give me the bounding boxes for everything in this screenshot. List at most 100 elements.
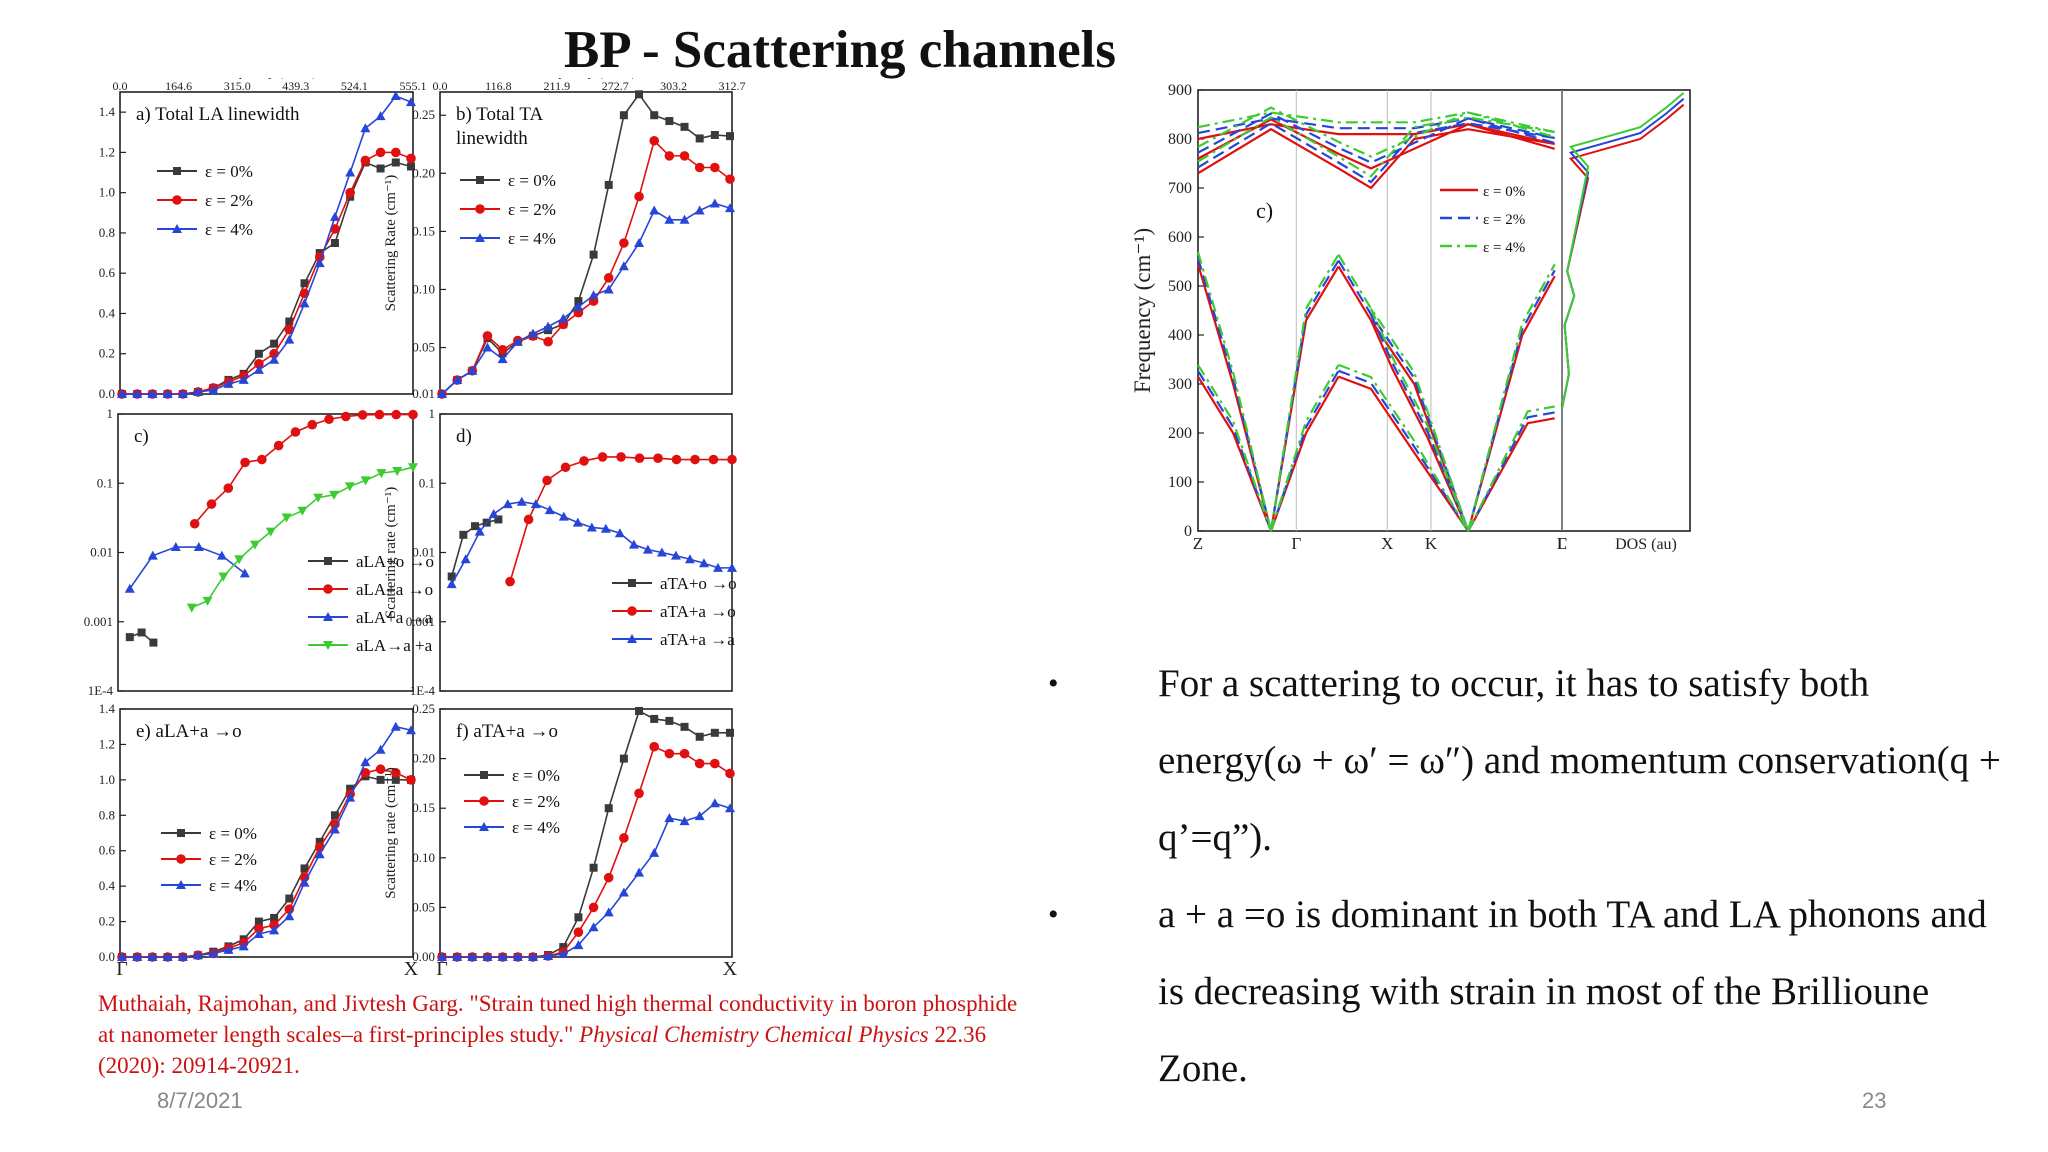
plot-frame bbox=[119, 91, 414, 395]
legend-label: ε = 0% bbox=[205, 162, 253, 181]
data-point bbox=[619, 754, 628, 763]
data-point bbox=[543, 951, 554, 961]
data-point bbox=[573, 927, 584, 937]
y-tick-label: 0.05 bbox=[412, 340, 435, 355]
data-point bbox=[172, 195, 182, 205]
data-point bbox=[494, 515, 503, 524]
data-point bbox=[290, 427, 301, 437]
data-point bbox=[619, 238, 629, 248]
data-point bbox=[314, 849, 325, 859]
series-line bbox=[122, 775, 411, 958]
data-point bbox=[265, 527, 276, 537]
legend-label: aTA+a →o bbox=[660, 602, 736, 621]
data-point bbox=[149, 638, 158, 647]
data-point bbox=[560, 462, 571, 473]
data-point bbox=[650, 714, 659, 723]
data-point bbox=[671, 454, 682, 465]
top-tick-label: 211.9 bbox=[544, 79, 571, 93]
x-tick-label: Z bbox=[1193, 534, 1203, 553]
data-point bbox=[589, 250, 598, 259]
data-point bbox=[709, 798, 720, 808]
top-tick-label: 312.7 bbox=[719, 79, 746, 93]
data-point bbox=[360, 476, 371, 486]
dispersion-branch bbox=[1269, 376, 1340, 532]
plot-frame bbox=[1197, 89, 1563, 532]
data-point bbox=[694, 758, 705, 769]
data-point bbox=[649, 741, 660, 752]
data-point bbox=[680, 122, 689, 131]
legend-label: ε = 4% bbox=[508, 229, 556, 248]
footer-page-number: 23 bbox=[1862, 1088, 1887, 1113]
data-point bbox=[600, 523, 611, 533]
panel-label: f) aTA+a →o bbox=[456, 721, 558, 742]
data-point bbox=[634, 788, 644, 799]
data-point bbox=[234, 555, 245, 565]
data-point bbox=[603, 872, 614, 883]
data-point bbox=[542, 475, 552, 486]
data-point bbox=[269, 354, 280, 364]
data-point bbox=[558, 949, 569, 959]
data-point bbox=[239, 568, 250, 578]
scattering-rate-figure: 0.0 0.2 0.4 0.6 0.8 1.0 1.2 1.4 Scattering Rate … bbox=[61, 65, 1020, 990]
data-point bbox=[656, 547, 667, 557]
data-point bbox=[189, 518, 200, 529]
data-point bbox=[604, 180, 613, 189]
legend-label: ε = 4% bbox=[205, 220, 253, 239]
data-point bbox=[710, 162, 720, 173]
data-point bbox=[649, 135, 660, 146]
data-point bbox=[558, 511, 569, 521]
y-tick-label: 0.10 bbox=[412, 850, 435, 865]
data-point bbox=[307, 419, 318, 430]
data-point bbox=[216, 550, 227, 560]
data-point bbox=[125, 633, 134, 642]
legend-label: ε = 2% bbox=[209, 850, 257, 869]
data-point bbox=[375, 744, 386, 754]
data-point bbox=[573, 301, 584, 311]
data-point bbox=[516, 496, 527, 506]
bullet-item: • For a scattering to occur, it has to s… bbox=[1040, 645, 2040, 876]
legend-label: ε = 4% bbox=[1483, 240, 1525, 256]
panel-label: e) aLA+a →o bbox=[136, 721, 242, 742]
dispersion-branch bbox=[1337, 259, 1470, 532]
y-axis-label: Scattering rate (cm⁻¹) bbox=[383, 487, 399, 619]
plot-frame bbox=[119, 708, 414, 958]
data-point bbox=[162, 952, 173, 961]
data-point bbox=[512, 336, 523, 346]
data-point bbox=[725, 803, 735, 813]
top-tick-label: 164.6 bbox=[165, 79, 192, 93]
legend-label: aLA+a →a bbox=[356, 608, 433, 627]
chart-panel: 0.0 0.2 0.4 0.6 0.8 1.0 1.2 1.4 Scattering rate … bbox=[63, 701, 419, 980]
data-point bbox=[479, 822, 489, 831]
y-tick-label: 0.15 bbox=[412, 223, 435, 238]
y-tick-label: 1.4 bbox=[99, 701, 116, 716]
data-point bbox=[323, 584, 333, 594]
data-point bbox=[406, 725, 416, 735]
data-point bbox=[177, 389, 188, 398]
data-point bbox=[376, 164, 385, 173]
y-tick-label: 600 bbox=[1168, 229, 1192, 246]
data-point bbox=[467, 952, 478, 961]
data-point bbox=[390, 721, 401, 731]
data-point bbox=[391, 409, 402, 420]
bullet-list: • For a scattering to occur, it has to s… bbox=[1040, 645, 2040, 1107]
legend-label: ε = 0% bbox=[209, 824, 257, 843]
legend-label: ε = 4% bbox=[512, 818, 560, 837]
citation-journal: Physical Chemistry Chemical Physics bbox=[579, 1022, 929, 1047]
y-tick-label: 0.8 bbox=[99, 807, 115, 822]
bullet-symbol: • bbox=[1048, 898, 1059, 931]
data-point bbox=[680, 722, 689, 731]
data-point bbox=[376, 469, 387, 479]
y-tick-label: 100 bbox=[1168, 474, 1192, 491]
data-point bbox=[698, 558, 709, 568]
y-tick-label: 0.00 bbox=[412, 949, 435, 964]
dos-axis-label: DOS (au) bbox=[1615, 536, 1677, 553]
data-point bbox=[177, 952, 188, 961]
dispersion-branch bbox=[1338, 363, 1470, 532]
x-tick-label: Γ bbox=[436, 958, 448, 980]
data-point bbox=[497, 952, 508, 961]
data-point bbox=[726, 132, 734, 141]
data-point bbox=[172, 224, 182, 233]
data-point bbox=[392, 467, 403, 477]
data-point bbox=[330, 239, 339, 247]
data-point bbox=[324, 557, 332, 565]
